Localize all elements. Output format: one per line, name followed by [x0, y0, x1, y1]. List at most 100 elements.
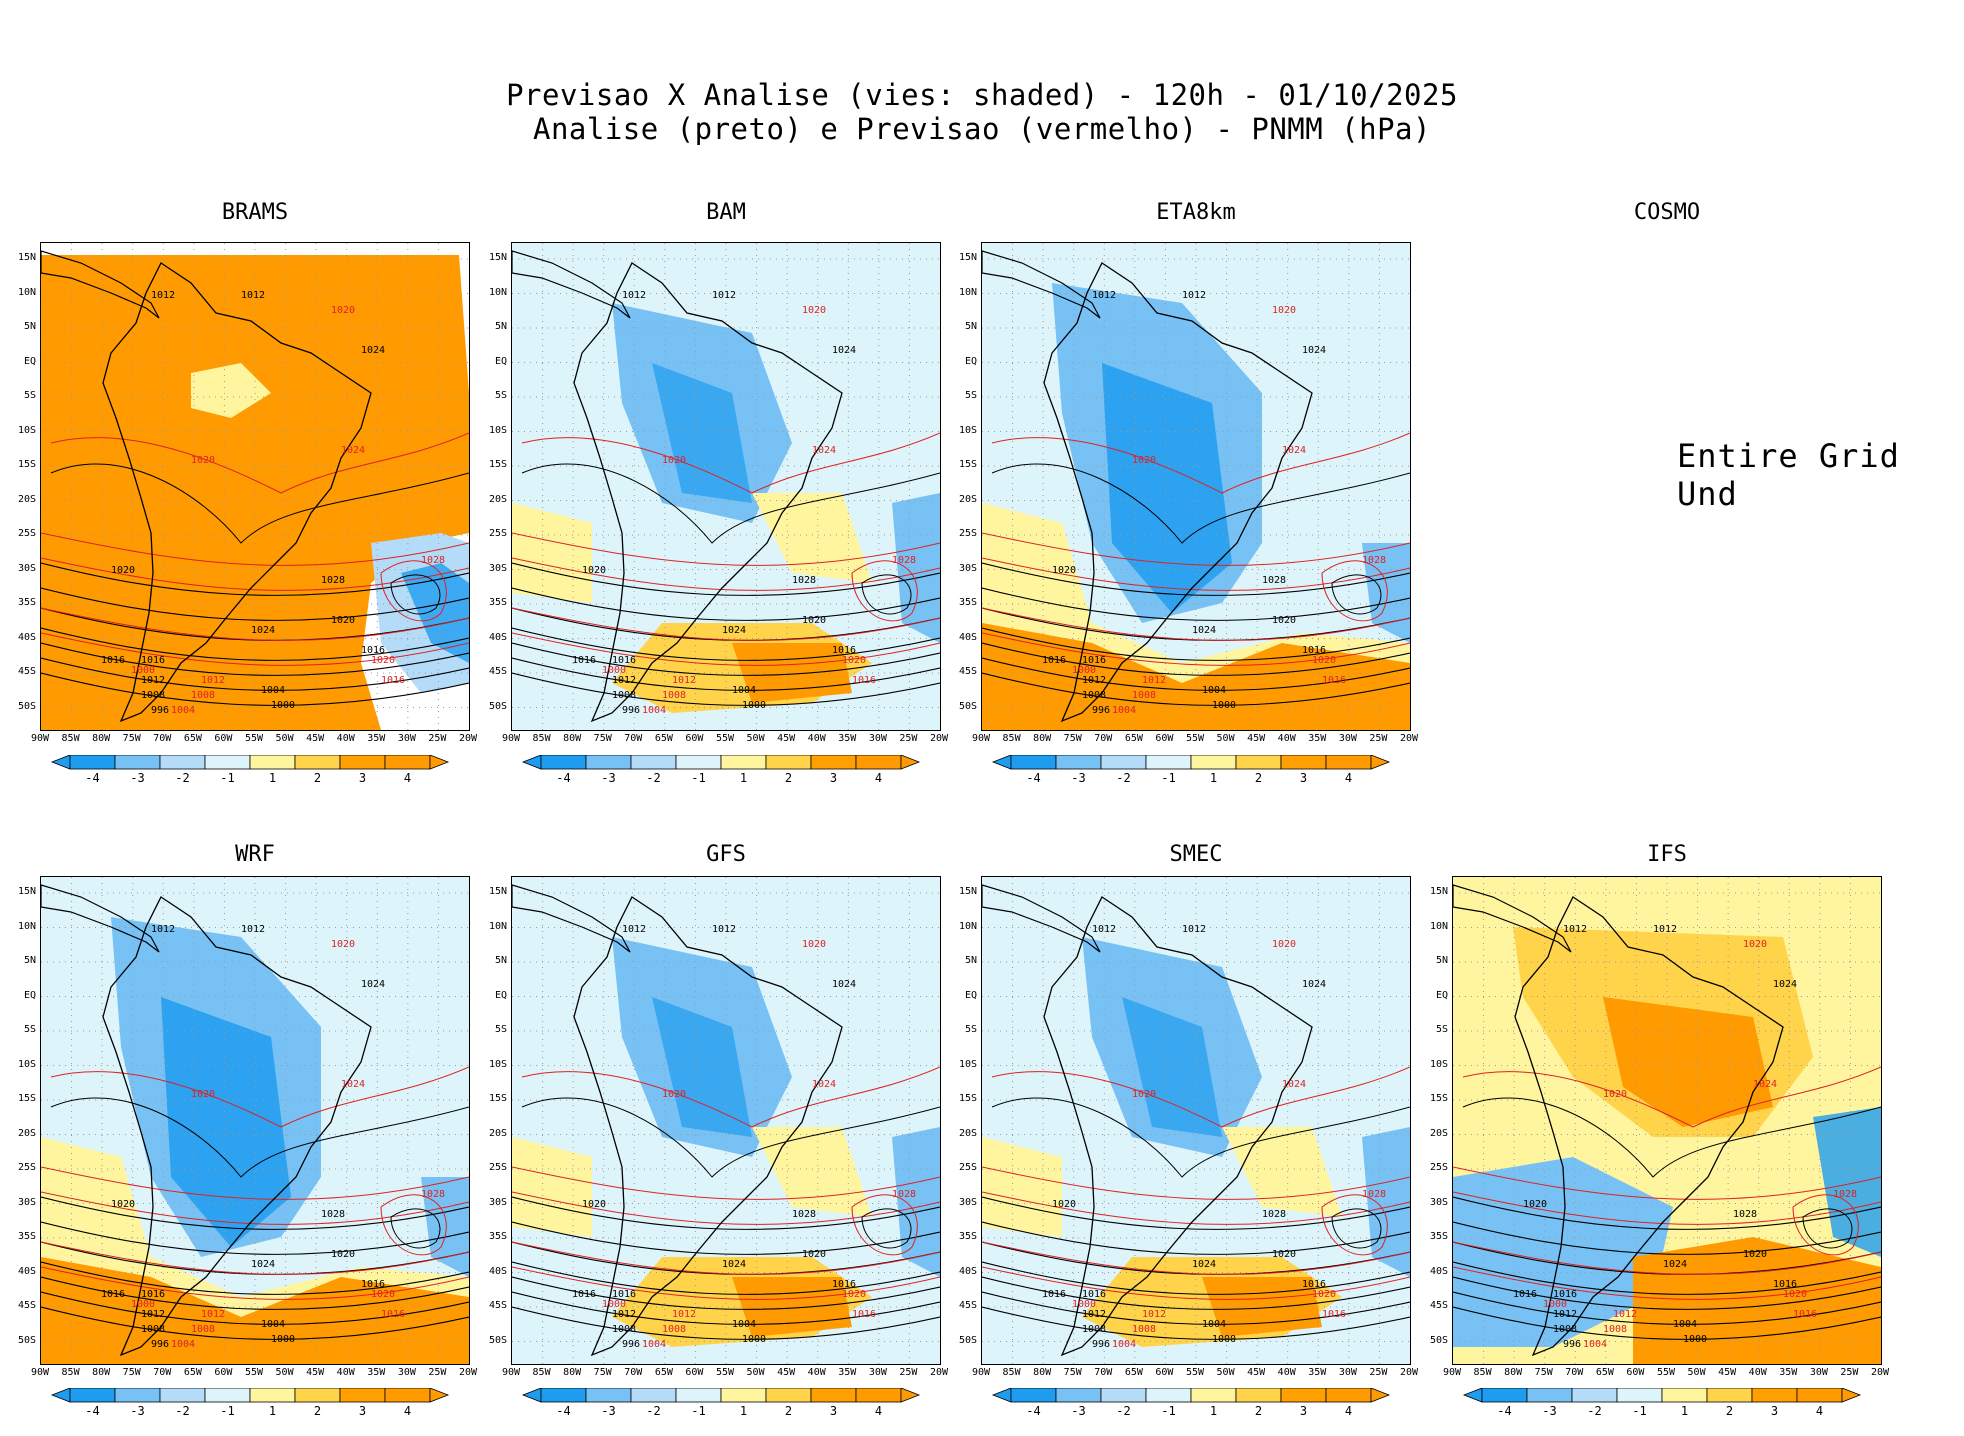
isobar-label-red: 1028 — [892, 1189, 916, 1200]
isobar-label-black: 1028 — [321, 1209, 345, 1220]
lat-tick-label: 20S — [17, 1127, 36, 1139]
isobar-label-black: 1024 — [361, 345, 385, 356]
isobar-label-red: 1020 — [371, 1289, 395, 1300]
lon-tick-label: 20W — [1870, 1367, 1890, 1378]
isobar-label-red: 1012 — [1142, 1309, 1166, 1320]
panel-title-ifs: IFS — [1647, 842, 1687, 867]
lon-tick-label: 85W — [61, 1367, 80, 1378]
isobar-label-black: 1012 — [141, 1309, 165, 1320]
isobar-label-red: 1016 — [852, 1309, 876, 1320]
lat-tick-label: 5N — [494, 321, 507, 332]
isobar-label-red: 1028 — [1362, 555, 1386, 566]
isobar-label-red: 1012 — [1142, 675, 1166, 686]
south-america-coastline — [573, 262, 843, 723]
colorbar-label: -3 — [601, 1404, 616, 1418]
lat-tick-label: 25S — [488, 528, 507, 539]
lon-tick-label: 85W — [1002, 733, 1021, 744]
lon-tick-label: 20W — [1399, 733, 1419, 744]
isobar-label-red: 1028 — [1833, 1189, 1857, 1200]
lat-tick-label: 10S — [1429, 1058, 1448, 1070]
colorbar-segment — [1235, 754, 1282, 770]
central-america-coastline — [512, 250, 631, 319]
colorbar-label: 3 — [1299, 1404, 1308, 1418]
colorbar — [1462, 1387, 1872, 1410]
panel-title-bam: BAM — [706, 200, 746, 225]
colorbar-label: -2 — [1116, 1404, 1131, 1418]
colorbar-segment — [1616, 1387, 1663, 1403]
isobar-label-red: 1024 — [1282, 1079, 1306, 1090]
lat-tick-label: 25S — [958, 528, 977, 539]
isobar-label-black: 1028 — [1262, 575, 1286, 586]
isobar-label-red: 1000 — [131, 665, 155, 676]
isobar-label-red: 1004 — [1112, 705, 1136, 716]
isobar-label-red: 1020 — [1272, 305, 1296, 316]
isobar-label-black: 1024 — [1192, 625, 1216, 636]
lat-tick-label: 10S — [488, 424, 507, 436]
colorbar-arrow-left — [50, 1387, 71, 1403]
lon-tick-label: 90W — [1442, 1367, 1462, 1378]
isobar-label-black: 1020 — [1272, 615, 1296, 626]
lon-tick-label: 40W — [1277, 733, 1296, 744]
lat-tick-label: 10S — [488, 1058, 507, 1070]
lon-tick-label: 20W — [1399, 1367, 1419, 1378]
isobar-label-black: 996 — [151, 705, 169, 716]
lon-tick-label: 90W — [971, 733, 991, 744]
colorbar-label: -3 — [1542, 1404, 1557, 1418]
lat-tick-label: 35S — [17, 1231, 36, 1242]
isobar-label-black: 1012 — [712, 290, 736, 301]
colorbar-segment — [765, 1387, 812, 1403]
lat-tick-label: 15N — [488, 886, 507, 897]
isobar-label-black: 1012 — [1553, 1309, 1577, 1320]
isobar-label-red: 1020 — [842, 1289, 866, 1300]
lon-tick-label: 60W — [1626, 1367, 1645, 1378]
colorbar-segment — [1145, 1387, 1192, 1403]
isobar-label-red: 1004 — [1583, 1339, 1607, 1350]
isobar-label-red: 1008 — [1132, 690, 1156, 701]
lat-tick-label: 30S — [488, 1196, 507, 1208]
map-panel-wrf: 1012 1012 1016 1016 1020 1024 1024 1028 1020 1016… — [40, 876, 470, 1365]
colorbar-segment — [1325, 1387, 1372, 1403]
colorbar-label: -1 — [1632, 1404, 1647, 1418]
panel-title-cosmo: COSMO — [1633, 200, 1701, 225]
colorbar-segment — [1706, 1387, 1753, 1403]
colorbar-label: -4 — [556, 771, 571, 785]
lat-tick-label: 10N — [958, 920, 977, 932]
isobar-label-black: 1008 — [1553, 1324, 1577, 1335]
colorbar-label: 2 — [313, 1404, 322, 1418]
lon-tick-label: 90W — [501, 1367, 521, 1378]
lat-tick-label: 20S — [1429, 1127, 1448, 1139]
colorbar-label: 4 — [403, 1404, 412, 1418]
colorbar-label: -2 — [175, 771, 190, 785]
isobar-label-red: 1020 — [1272, 939, 1296, 950]
lat-tick-label: 15S — [1429, 1093, 1448, 1104]
lat-tick-label: 50S — [17, 1334, 36, 1346]
lon-tick-label: 65W — [654, 733, 673, 744]
colorbar-segment — [1190, 1387, 1237, 1403]
colorbar-label: 4 — [1344, 771, 1353, 785]
lat-tick-label: 40S — [488, 631, 507, 643]
lat-tick-label: 35S — [958, 597, 977, 608]
lat-tick-label: EQ — [1435, 989, 1448, 1001]
colorbar-segment — [249, 754, 296, 770]
lat-tick-label: 15N — [17, 252, 36, 263]
isobar-label-red: 1020 — [1132, 1089, 1156, 1100]
colorbar-arrow-right — [900, 1387, 921, 1403]
lat-tick-label: 15S — [488, 1093, 507, 1104]
colorbar-segment — [585, 754, 632, 770]
lon-tick-label: 25W — [1840, 1367, 1859, 1378]
colorbar-label: 3 — [829, 771, 838, 785]
lon-tick-label: 25W — [428, 733, 447, 744]
colorbar-label: 2 — [784, 771, 793, 785]
isobar-label-red: 1020 — [331, 939, 355, 950]
lat-tick-label: 50S — [958, 700, 977, 712]
colorbar-segment — [1481, 1387, 1528, 1403]
lat-tick-label: 20S — [958, 1127, 977, 1139]
colorbar-label: -1 — [220, 771, 235, 785]
colorbar — [50, 1387, 460, 1410]
colorbar-segment — [159, 754, 206, 770]
colorbar-arrow-left — [521, 754, 542, 770]
isobar-label-red: 1016 — [381, 675, 405, 686]
lat-tick-label: 10S — [958, 424, 977, 436]
colorbar-segment — [720, 1387, 767, 1403]
isobar-label-black: 1016 — [101, 655, 125, 666]
